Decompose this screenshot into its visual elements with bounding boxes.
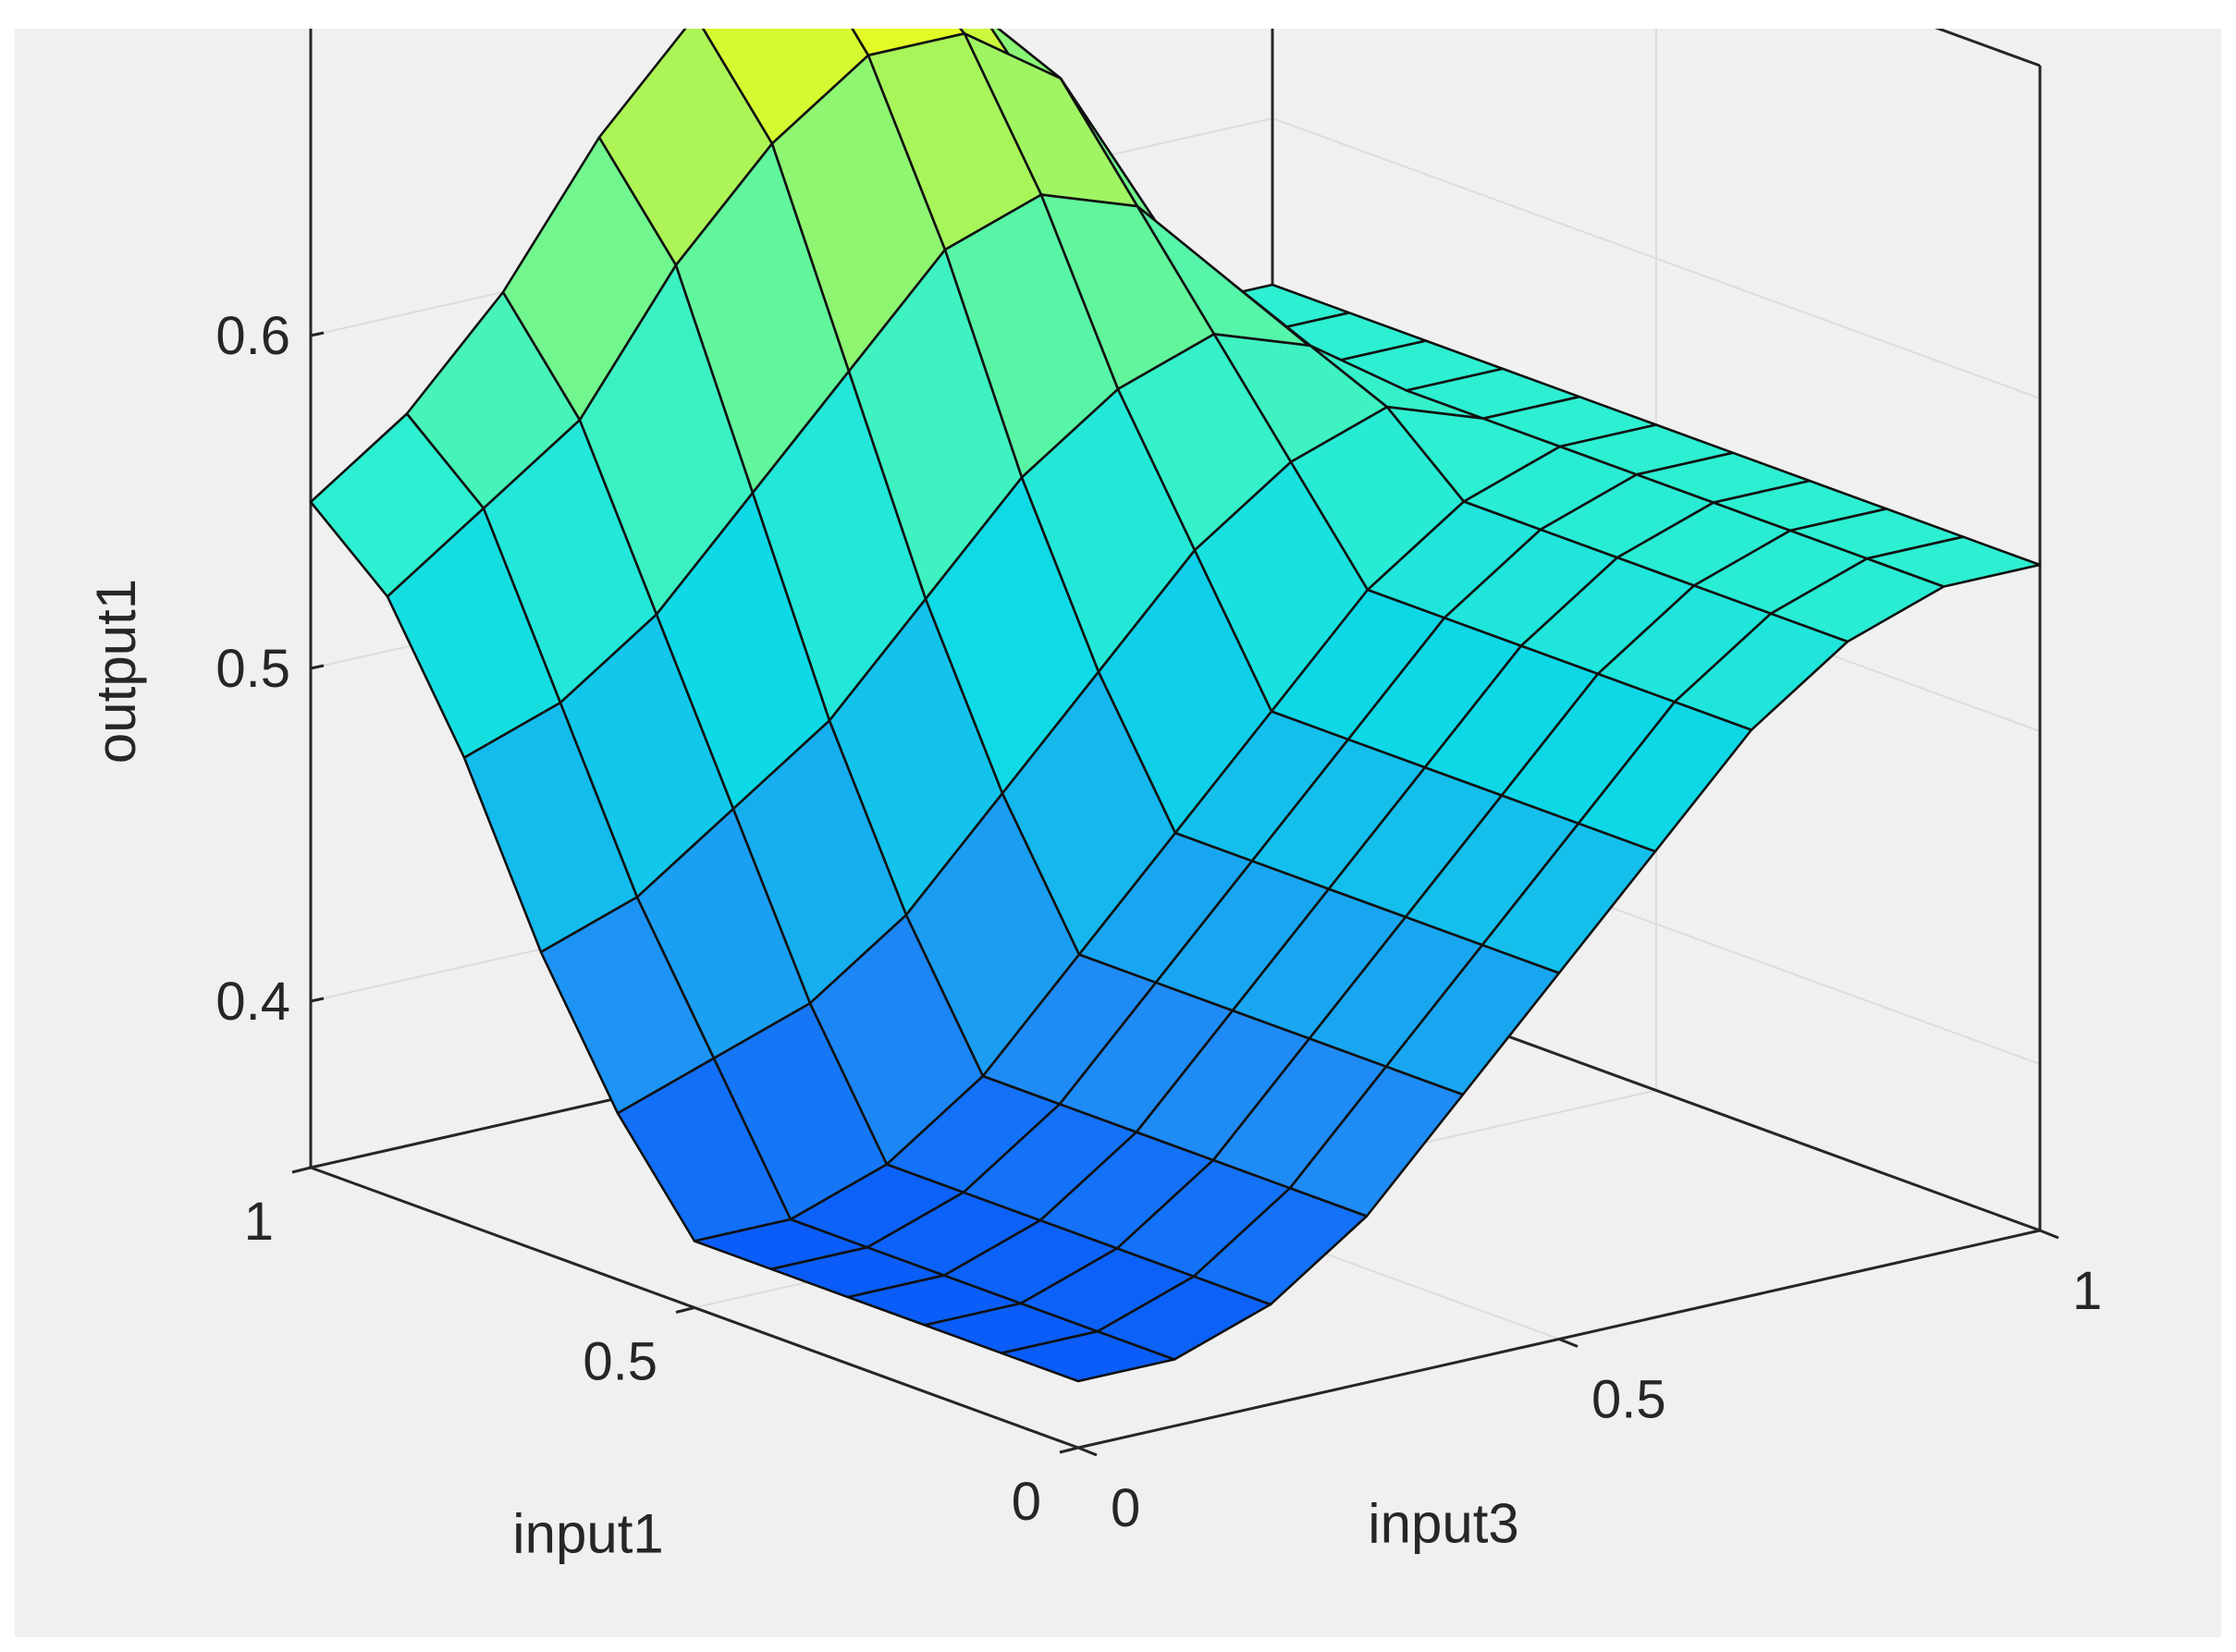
x-tick-label-0.5: 0.5 [1591,1370,1666,1430]
y-axis-title: input1 [512,1503,663,1565]
z-tick-1 [310,664,325,670]
x-tick-0 [1077,1446,1098,1457]
x-tick-2 [2039,1229,2059,1240]
x-axis-title: input3 [1368,1493,1518,1555]
z-tick-0 [310,997,325,1003]
x-tick-label-1: 1 [2072,1261,2102,1321]
surface-cell-0-9 [1865,535,2042,588]
surface-mesh [309,29,2042,1383]
y-tick-0 [1059,1446,1079,1454]
x-tick-1 [1558,1338,1579,1348]
z-tick-2 [310,331,325,337]
surface-plot: 0.4 0.5 0.6 0 0.5 1 0 0.5 1 output1 inpu… [85,29,2102,1565]
tick-labels: 0.4 0.5 0.6 0 0.5 1 0 0.5 1 [215,306,2102,1538]
axis-titles: output1 input1 input3 [85,579,1519,1565]
z-tick-label-0.4: 0.4 [215,972,290,1032]
y-tick-label-1: 1 [244,1192,274,1252]
z-tick-label-0.6: 0.6 [215,306,290,366]
y-tick-label-0: 0 [1012,1472,1041,1532]
z-tick-label-0.5: 0.5 [215,639,290,699]
z-axis-title: output1 [85,579,147,764]
x-tick-label-0: 0 [1111,1478,1140,1538]
y-tick-2 [291,1166,312,1174]
y-tick-label-0.5: 0.5 [583,1332,657,1392]
y-tick-1 [675,1306,695,1314]
